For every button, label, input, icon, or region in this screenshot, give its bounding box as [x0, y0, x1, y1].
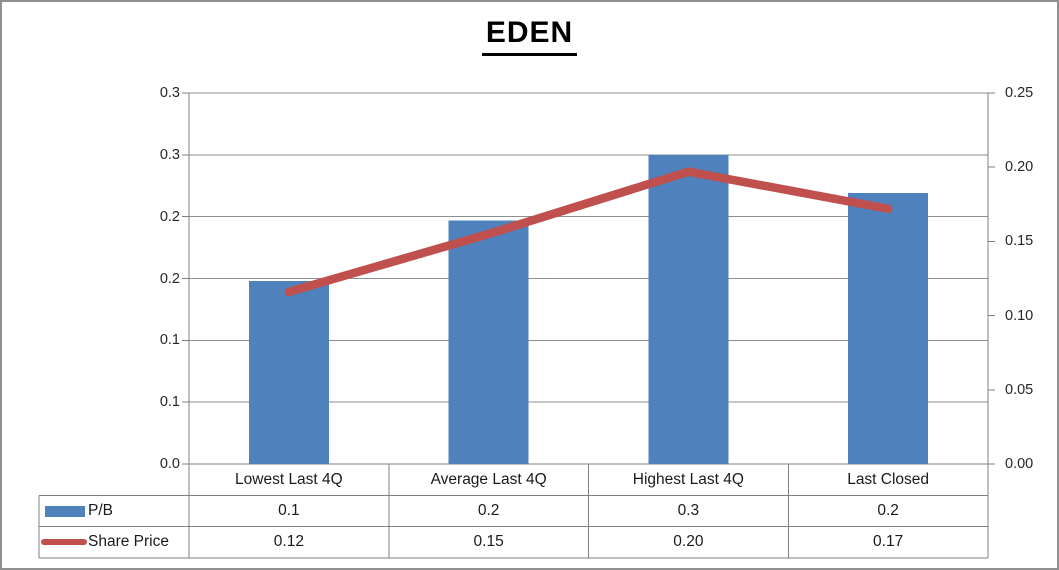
category-label: Last Closed [847, 470, 930, 488]
category-label: Lowest Last 4Q [235, 470, 343, 488]
left-axis-tick-label: 0.0 [159, 456, 180, 472]
bar-pb-0 [248, 280, 329, 464]
table-cell-pb: 0.2 [477, 502, 500, 519]
category-label: Average Last 4Q [430, 470, 547, 488]
table-cell-pb: 0.1 [278, 502, 300, 519]
right-axis-tick-label: 0.10 [1005, 307, 1034, 324]
chart-title-row: EDEN [2, 16, 1057, 56]
right-axis-tick-label: 0.25 [1005, 85, 1034, 101]
table-cell-pb: 0.3 [677, 502, 700, 519]
left-axis-tick-label: 0.2 [159, 208, 180, 225]
legend-label-pb: P/B [88, 502, 113, 519]
right-axis-tick-label: 0.00 [1005, 456, 1034, 472]
right-axis-tick-label: 0.15 [1005, 233, 1034, 250]
bar-pb-1 [448, 220, 529, 464]
legend-swatch-share-price [41, 539, 87, 546]
share-price-line [284, 167, 893, 297]
left-axis-tick-label: 0.1 [159, 394, 180, 411]
right-axis-tick-label: 0.05 [1005, 381, 1034, 398]
left-axis-tick-label: 0.2 [159, 270, 180, 287]
table-cell-share-price: 0.15 [473, 533, 504, 551]
table-cell-share-price: 0.17 [873, 533, 904, 551]
legend-label-share-price: Share Price [88, 533, 169, 551]
table-cell-share-price: 0.12 [273, 533, 304, 551]
legend-swatch-pb [45, 505, 85, 517]
table-cell-pb: 0.2 [877, 502, 899, 519]
right-axis-tick-label: 0.20 [1005, 159, 1034, 176]
category-label: Highest Last 4Q [632, 470, 744, 488]
table-cell-share-price: 0.20 [673, 533, 704, 551]
bar-pb-2 [648, 154, 729, 465]
bar-pb-3 [848, 193, 929, 465]
left-axis-tick-label: 0.3 [159, 85, 180, 101]
left-axis-tick-label: 0.3 [159, 146, 180, 163]
chart-title: EDEN [481, 16, 578, 56]
left-axis-tick-label: 0.1 [159, 332, 180, 349]
